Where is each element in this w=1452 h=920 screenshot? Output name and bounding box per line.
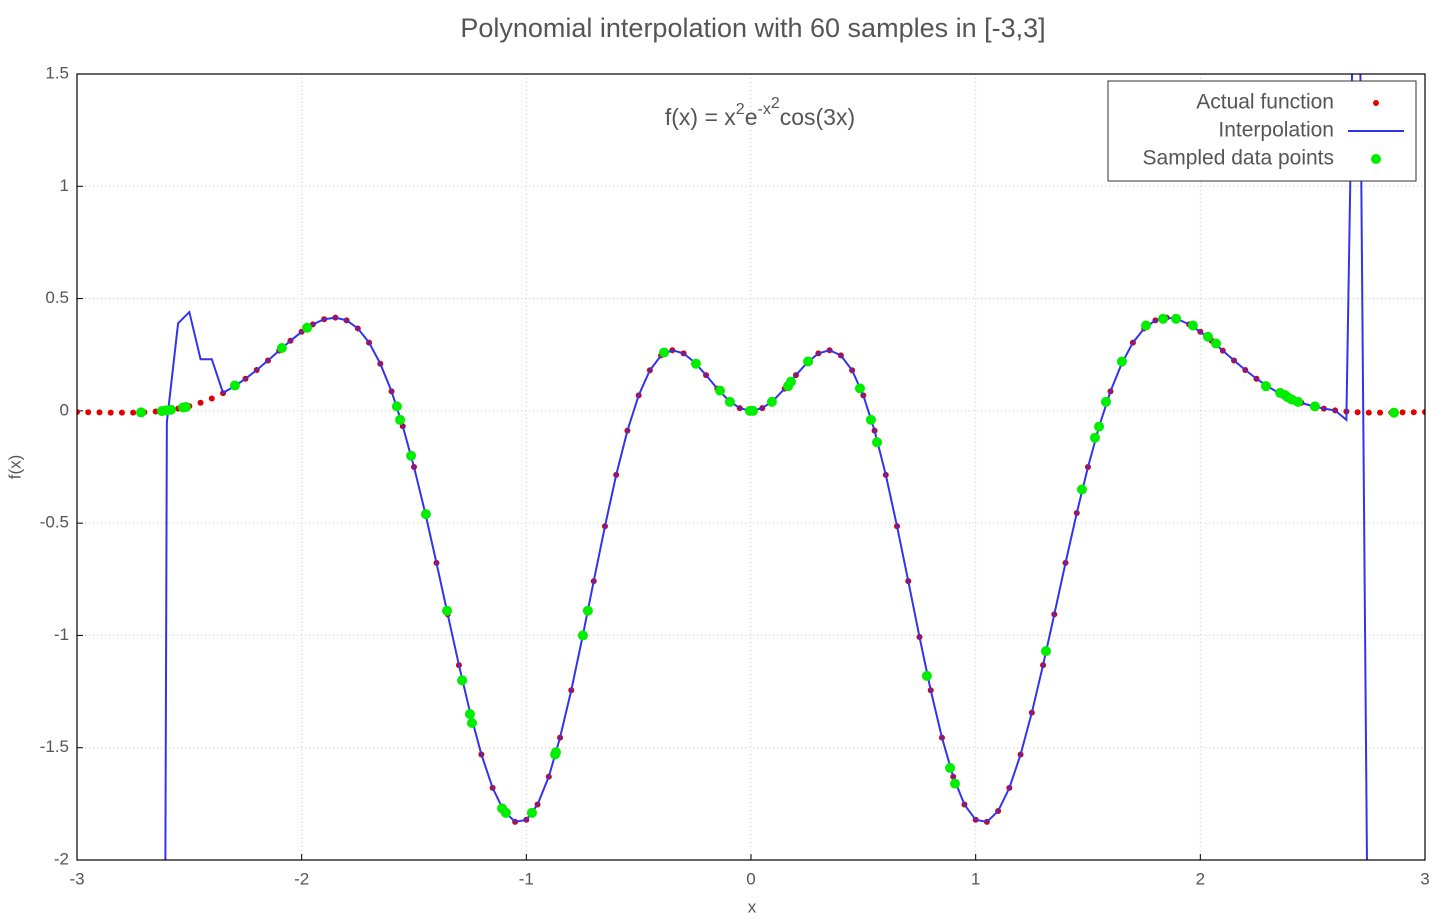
legend-marker xyxy=(1373,100,1379,106)
annotation-part: e xyxy=(745,104,758,130)
data-point xyxy=(180,402,191,413)
data-point xyxy=(96,409,103,416)
legend-label: Interpolation xyxy=(1218,119,1334,142)
data-point xyxy=(785,376,796,387)
data-point xyxy=(714,385,725,396)
data-point xyxy=(442,605,453,616)
data-point xyxy=(85,409,92,416)
data-point xyxy=(945,762,956,773)
x-axis-label: x xyxy=(748,897,757,916)
data-point xyxy=(77,408,80,415)
data-point xyxy=(466,718,477,729)
annotation-part: 2 xyxy=(736,101,745,118)
data-point xyxy=(1377,409,1384,416)
plot-frame xyxy=(76,73,1426,861)
data-point xyxy=(1293,396,1304,407)
annotation: f(x) = x2e-x2cos(3x) xyxy=(665,95,855,130)
legend: Actual function Interpolation Sampled data… xyxy=(1107,80,1417,182)
legend-label: Actual function xyxy=(1196,91,1334,114)
y-tick-label: -2 xyxy=(54,849,69,868)
data-point xyxy=(1187,320,1198,331)
data-point xyxy=(1365,409,1372,416)
data-point xyxy=(748,405,759,416)
data-point xyxy=(395,414,406,425)
y-tick-label: 0 xyxy=(60,400,69,419)
data-point xyxy=(1089,432,1100,443)
data-point xyxy=(107,409,114,416)
data-point xyxy=(406,450,417,461)
data-point xyxy=(457,675,468,686)
x-tick-label: 1 xyxy=(971,869,980,888)
annotation-part: cos(3x) xyxy=(780,104,855,130)
data-point xyxy=(1211,338,1222,349)
annotation-part: -x xyxy=(757,101,770,118)
data-point xyxy=(921,670,932,681)
y-tick-label: 0.5 xyxy=(45,288,69,307)
data-point xyxy=(130,409,137,416)
data-point xyxy=(276,342,287,353)
data-point xyxy=(872,437,883,448)
data-point xyxy=(1202,331,1213,342)
y-tick-label: 1 xyxy=(60,176,69,195)
data-point xyxy=(582,605,593,616)
data-point xyxy=(1100,396,1111,407)
data-point xyxy=(1171,313,1182,324)
y-tick-label: -0.5 xyxy=(40,513,69,532)
data-point xyxy=(1399,409,1406,416)
x-tick-label: -1 xyxy=(519,869,534,888)
data-point xyxy=(1309,401,1320,412)
data-point xyxy=(1094,421,1105,432)
data-point xyxy=(391,401,402,412)
data-point xyxy=(724,396,735,407)
data-point xyxy=(577,630,588,641)
plot-area xyxy=(77,74,1425,860)
data-point xyxy=(1260,381,1271,392)
data-point xyxy=(690,358,701,369)
x-tick-label: -2 xyxy=(294,869,309,888)
data-point xyxy=(136,407,147,418)
y-tick-label: 1.5 xyxy=(45,63,69,82)
data-point xyxy=(1354,409,1361,416)
data-point xyxy=(803,356,814,367)
y-tick-label: -1.5 xyxy=(40,737,69,756)
data-point xyxy=(1158,313,1169,324)
legend-label: Sampled data points xyxy=(1143,147,1334,170)
x-tick-label: 0 xyxy=(746,869,755,888)
data-point xyxy=(118,409,125,416)
annotation-part: 2 xyxy=(771,95,780,112)
data-point xyxy=(854,383,865,394)
x-tick-label: -3 xyxy=(69,869,84,888)
data-point xyxy=(165,404,176,415)
x-tick-label: 3 xyxy=(1420,869,1429,888)
annotation-part: f(x) = x xyxy=(665,104,736,130)
data-point xyxy=(1076,484,1087,495)
data-point xyxy=(1040,646,1051,657)
chart-title: Polynomial interpolation with 60 samples… xyxy=(460,13,1045,43)
data-point xyxy=(1388,407,1399,418)
data-point xyxy=(302,322,313,333)
data-point xyxy=(197,399,204,406)
data-point xyxy=(1140,320,1151,331)
data-point xyxy=(949,778,960,789)
data-point xyxy=(766,396,777,407)
legend-marker xyxy=(1371,154,1381,164)
data-point xyxy=(208,395,215,402)
data-point xyxy=(420,509,431,520)
grid xyxy=(76,73,1426,861)
data-point xyxy=(865,414,876,425)
data-point xyxy=(550,747,561,758)
data-point xyxy=(1116,356,1127,367)
data-point xyxy=(1422,408,1425,415)
data-point xyxy=(526,807,537,818)
y-tick-label: -1 xyxy=(54,625,69,644)
data-point xyxy=(229,380,240,391)
x-tick-label: 2 xyxy=(1196,869,1205,888)
data-point xyxy=(659,347,670,358)
data-point xyxy=(500,807,511,818)
y-axis-label: f(x) xyxy=(5,455,24,480)
data-point xyxy=(464,709,475,720)
data-point xyxy=(1410,409,1417,416)
